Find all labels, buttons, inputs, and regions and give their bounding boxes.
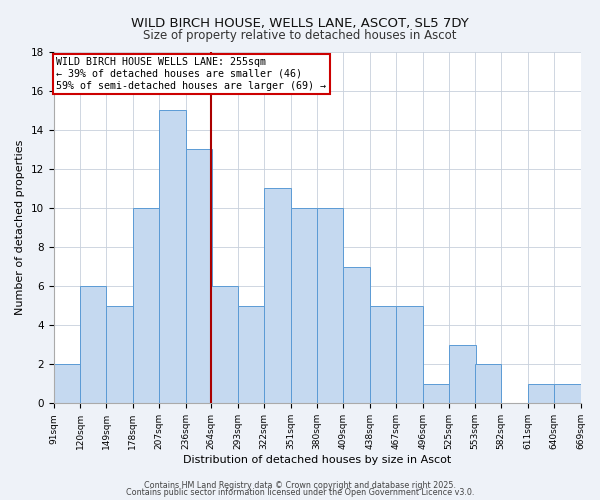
Bar <box>423 384 449 404</box>
Bar <box>264 188 290 404</box>
Text: WILD BIRCH HOUSE, WELLS LANE, ASCOT, SL5 7DY: WILD BIRCH HOUSE, WELLS LANE, ASCOT, SL5… <box>131 18 469 30</box>
Bar <box>449 344 476 404</box>
Bar <box>211 286 238 404</box>
Bar <box>80 286 106 404</box>
Text: Size of property relative to detached houses in Ascot: Size of property relative to detached ho… <box>143 29 457 42</box>
Bar <box>397 306 423 404</box>
Bar <box>159 110 186 404</box>
Text: Contains public sector information licensed under the Open Government Licence v3: Contains public sector information licen… <box>126 488 474 497</box>
Bar <box>186 149 212 404</box>
Bar <box>238 306 264 404</box>
Bar <box>53 364 80 404</box>
Bar <box>343 266 370 404</box>
Text: Contains HM Land Registry data © Crown copyright and database right 2025.: Contains HM Land Registry data © Crown c… <box>144 480 456 490</box>
Bar <box>317 208 343 404</box>
Bar <box>290 208 317 404</box>
Bar <box>527 384 554 404</box>
Bar <box>554 384 581 404</box>
Bar <box>106 306 133 404</box>
X-axis label: Distribution of detached houses by size in Ascot: Distribution of detached houses by size … <box>183 455 451 465</box>
Bar <box>370 306 397 404</box>
Bar <box>475 364 501 404</box>
Y-axis label: Number of detached properties: Number of detached properties <box>15 140 25 315</box>
Bar <box>133 208 159 404</box>
Text: WILD BIRCH HOUSE WELLS LANE: 255sqm
← 39% of detached houses are smaller (46)
59: WILD BIRCH HOUSE WELLS LANE: 255sqm ← 39… <box>56 58 326 90</box>
